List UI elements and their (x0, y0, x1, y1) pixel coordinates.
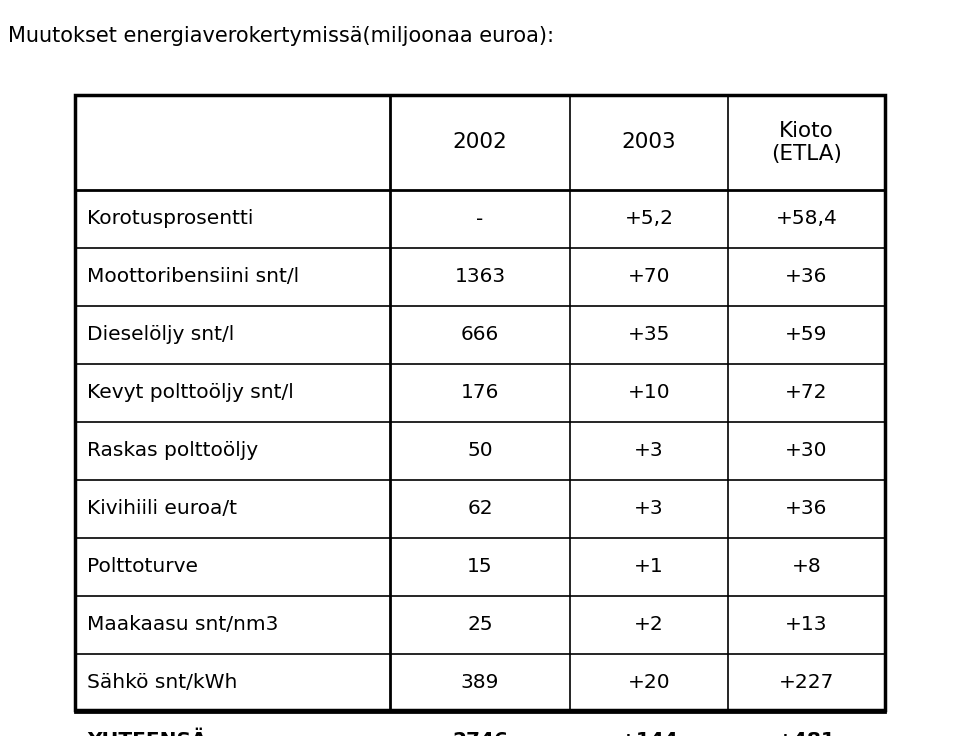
Text: +5,2: +5,2 (625, 210, 674, 228)
Text: +70: +70 (628, 267, 670, 286)
Text: 50: 50 (468, 442, 492, 461)
Text: 15: 15 (468, 557, 492, 576)
Text: Dieselöljy snt/l: Dieselöljy snt/l (87, 325, 234, 344)
Text: Sähkö snt/kWh: Sähkö snt/kWh (87, 673, 237, 693)
Text: Muutokset energiaverokertymissä(miljoonaa euroa):: Muutokset energiaverokertymissä(miljoona… (8, 26, 554, 46)
Text: +59: +59 (785, 325, 828, 344)
Text: +8: +8 (792, 557, 822, 576)
Text: Polttoturve: Polttoturve (87, 557, 198, 576)
Text: 1363: 1363 (454, 267, 506, 286)
Text: +13: +13 (785, 615, 828, 634)
Text: Moottoribensiini snt/l: Moottoribensiini snt/l (87, 267, 300, 286)
Text: -: - (476, 210, 484, 228)
Text: +1: +1 (635, 557, 664, 576)
Text: +72: +72 (785, 383, 828, 403)
Text: Kevyt polttoöljy snt/l: Kevyt polttoöljy snt/l (87, 383, 294, 403)
Text: +58,4: +58,4 (776, 210, 837, 228)
Text: Kivihiili euroa/t: Kivihiili euroa/t (87, 500, 237, 518)
Text: YHTEENSÄ: YHTEENSÄ (87, 732, 206, 736)
Text: Kioto
(ETLA): Kioto (ETLA) (771, 121, 842, 164)
Text: +10: +10 (628, 383, 670, 403)
Text: +30: +30 (785, 442, 828, 461)
Text: +35: +35 (628, 325, 670, 344)
Text: +144: +144 (619, 732, 679, 736)
Text: 2003: 2003 (622, 132, 676, 152)
Text: 389: 389 (461, 673, 499, 693)
Text: 666: 666 (461, 325, 499, 344)
Text: +36: +36 (785, 500, 828, 518)
Text: +227: +227 (779, 673, 834, 693)
Text: 62: 62 (468, 500, 492, 518)
Bar (75, 95, 885, 710)
Text: +3: +3 (635, 500, 663, 518)
Text: 25: 25 (468, 615, 492, 634)
Text: +20: +20 (628, 673, 670, 693)
Text: Raskas polttoöljy: Raskas polttoöljy (87, 442, 258, 461)
Text: +2: +2 (635, 615, 664, 634)
Text: +481: +481 (777, 732, 836, 736)
Text: 2002: 2002 (452, 132, 508, 152)
Text: +36: +36 (785, 267, 828, 286)
Text: 2746: 2746 (452, 732, 508, 736)
Text: Korotusprosentti: Korotusprosentti (87, 210, 253, 228)
Text: +3: +3 (635, 442, 663, 461)
Text: Maakaasu snt/nm3: Maakaasu snt/nm3 (87, 615, 278, 634)
Text: 176: 176 (461, 383, 499, 403)
